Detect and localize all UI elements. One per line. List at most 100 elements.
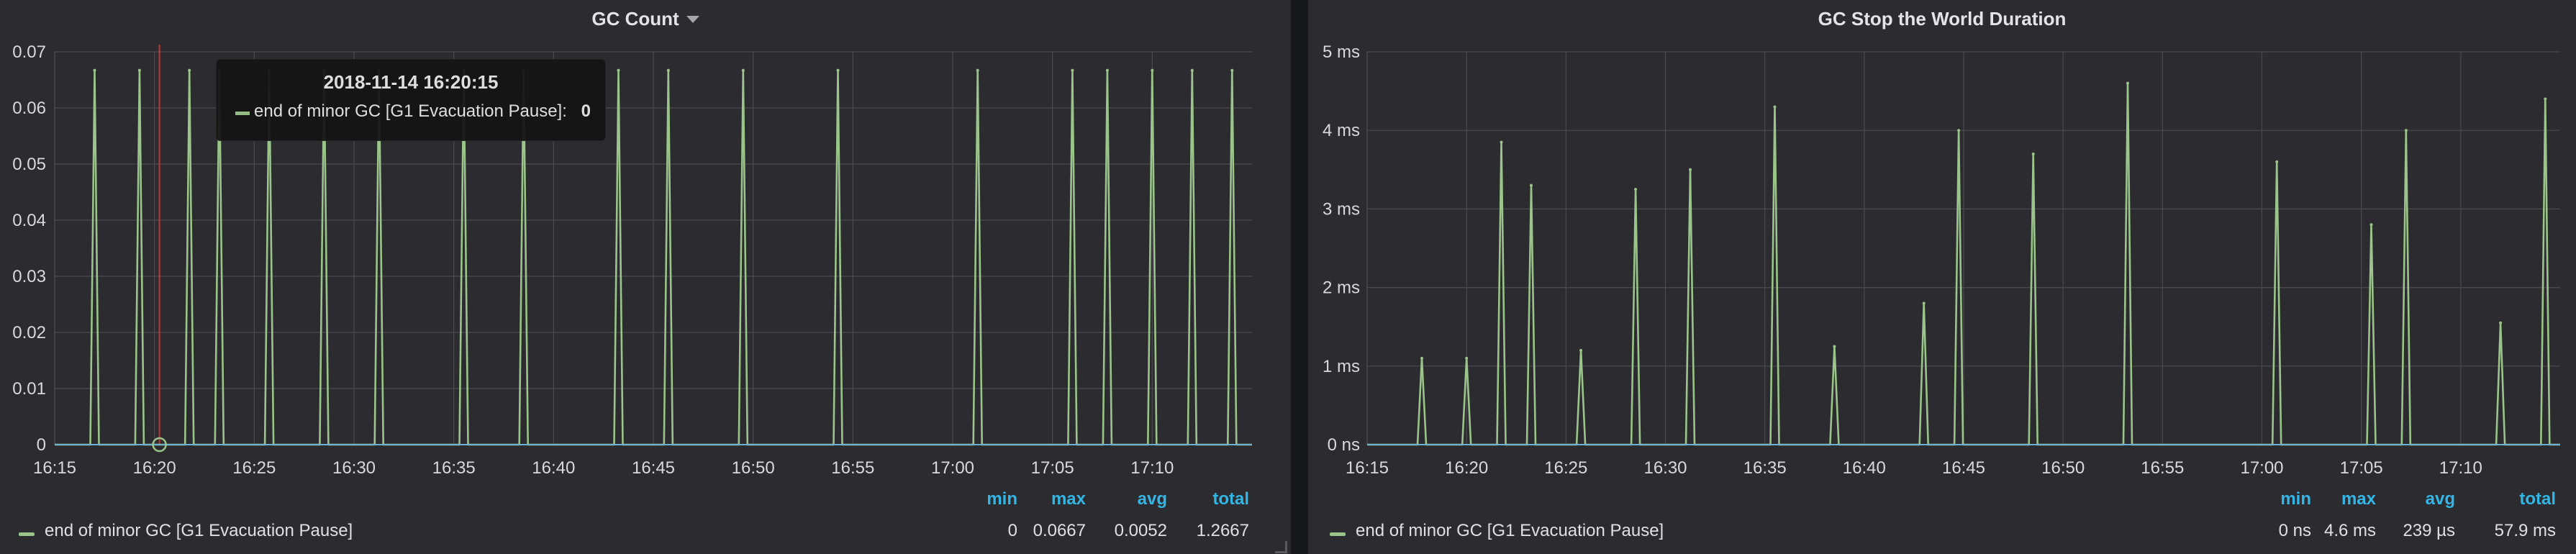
legend-max-value: 0.0667 xyxy=(1033,521,1086,540)
data-point xyxy=(1230,68,1234,72)
data-point xyxy=(2499,321,2503,324)
gc-stw-duration-panel: GC Stop the World Duration 0 ns 1 ms 2 ms 3… xyxy=(1308,0,2576,554)
gc-stw-chart[interactable]: 0 ns 1 ms 2 ms 3 ms 4 ms 5 ms 16:15 16:20 16:25 1… xyxy=(1308,0,2576,554)
legend-header-max[interactable]: max xyxy=(2341,489,2376,509)
legend-header-total[interactable]: total xyxy=(2519,489,2556,509)
y-tick-label: 0.05 xyxy=(12,155,46,174)
x-tick-label: 16:20 xyxy=(1445,458,1488,478)
legend-header-avg[interactable]: avg xyxy=(2425,489,2455,509)
data-point xyxy=(1922,301,1926,305)
x-tick-label: 16:20 xyxy=(133,458,176,478)
legend-header-total[interactable]: total xyxy=(1212,489,1249,509)
legend-series-name[interactable]: end of minor GC [G1 Evacuation Pause] xyxy=(1356,521,1664,540)
legend-row[interactable]: end of minor GC [G1 Evacuation Pause] 0 … xyxy=(1308,521,2576,542)
x-tick-label: 16:40 xyxy=(532,458,575,478)
legend-series-name[interactable]: end of minor GC [G1 Evacuation Pause] xyxy=(45,521,353,540)
gc-count-chart[interactable]: 0 0.01 0.02 0.03 0.04 0.05 0.06 0.07 16:15 16:20 1… xyxy=(0,0,1291,554)
y-tick-label: 0.01 xyxy=(12,379,46,399)
legend-row[interactable]: end of minor GC [G1 Evacuation Pause] 0 … xyxy=(0,521,1291,542)
x-tick-label: 16:45 xyxy=(632,458,675,478)
x-tick-label: 16:30 xyxy=(332,458,376,478)
chevron-down-icon[interactable] xyxy=(686,16,699,23)
x-tick-label: 16:15 xyxy=(1346,458,1389,478)
data-point xyxy=(2544,97,2547,101)
y-tick-label: 4 ms xyxy=(1323,121,1360,140)
x-tick-label: 17:00 xyxy=(2240,458,2283,478)
data-point xyxy=(1465,356,1469,360)
x-tick-label: 17:10 xyxy=(2439,458,2482,478)
legend-header-min[interactable]: min xyxy=(2280,489,2311,509)
y-tick-label: 2 ms xyxy=(1323,278,1360,298)
data-point xyxy=(617,68,620,72)
panel-resize-handle[interactable] xyxy=(1275,541,1287,553)
data-point xyxy=(1833,345,1836,348)
chart-tooltip: 2018-11-14 16:20:15 end of minor GC [G1 … xyxy=(216,59,606,141)
hover-point-marker xyxy=(152,437,167,453)
x-tick-label: 17:05 xyxy=(1031,458,1074,478)
legend-total-value: 57.9 ms xyxy=(2494,521,2556,540)
y-tick-label: 0 xyxy=(37,435,46,455)
data-point xyxy=(2031,152,2035,155)
tooltip-time: 2018-11-14 16:20:15 xyxy=(323,71,499,93)
data-point xyxy=(1957,129,1961,132)
gc-count-panel: GC Count 0 0.01 0.02 0.03 0.04 0.05 0.06 0.07 16… xyxy=(0,0,1291,554)
x-tick-label: 16:15 xyxy=(33,458,76,478)
data-point xyxy=(666,68,670,72)
y-tick-label: 0.02 xyxy=(12,323,46,342)
panel-title-gc-stw[interactable]: GC Stop the World Duration xyxy=(1308,7,2576,30)
tooltip-series-swatch xyxy=(235,112,250,115)
data-point xyxy=(976,68,979,72)
data-point xyxy=(1420,356,1423,360)
legend-header-avg[interactable]: avg xyxy=(1137,489,1167,509)
x-tick-label: 17:10 xyxy=(1130,458,1174,478)
panel-title-text: GC Count xyxy=(591,8,679,29)
y-tick-label: 1 ms xyxy=(1323,357,1360,376)
panel-title-gc-count[interactable]: GC Count xyxy=(0,7,1291,30)
legend-min-value: 0 ns xyxy=(2278,521,2311,540)
y-tick-label: 0.03 xyxy=(12,267,46,286)
x-tick-label: 16:25 xyxy=(1544,458,1587,478)
x-tick-label: 16:55 xyxy=(831,458,874,478)
tooltip-series-name: end of minor GC [G1 Evacuation Pause]: xyxy=(254,101,567,121)
legend-header-max[interactable]: max xyxy=(1051,489,1086,509)
data-point xyxy=(1773,105,1777,109)
legend-series-swatch[interactable] xyxy=(19,532,35,536)
x-tick-label: 16:45 xyxy=(1942,458,1985,478)
data-point xyxy=(1579,348,1583,352)
data-point xyxy=(2126,81,2129,85)
legend-avg-value: 0.0052 xyxy=(1114,521,1167,540)
y-tick-label: 0.07 xyxy=(12,42,46,62)
data-point xyxy=(1071,68,1074,72)
legend-max-value: 4.6 ms xyxy=(2323,521,2376,540)
x-tick-label: 16:55 xyxy=(2141,458,2184,478)
legend-header: min max avg total xyxy=(0,489,1291,511)
legend-min-value: 0 xyxy=(1007,521,1017,540)
data-point xyxy=(741,68,745,72)
data-point xyxy=(1634,188,1638,191)
y-tick-label: 5 ms xyxy=(1323,42,1360,62)
x-tick-label: 16:35 xyxy=(432,458,476,478)
tooltip-value: 0 xyxy=(581,101,591,121)
data-point xyxy=(1529,183,1533,187)
data-point xyxy=(1190,68,1194,72)
legend-series-swatch[interactable] xyxy=(1330,532,1346,536)
data-point xyxy=(2369,223,2373,227)
x-tick-label: 16:40 xyxy=(1843,458,1886,478)
y-tick-label: 0.06 xyxy=(12,99,46,118)
x-tick-label: 16:35 xyxy=(1743,458,1787,478)
data-point xyxy=(1500,140,1503,144)
data-point xyxy=(137,68,141,72)
x-tick-label: 17:00 xyxy=(931,458,974,478)
data-point xyxy=(2275,160,2279,163)
x-tick-label: 16:50 xyxy=(732,458,775,478)
data-point xyxy=(93,68,96,72)
y-tick-label: 0.04 xyxy=(12,211,46,230)
data-point xyxy=(1105,68,1109,72)
data-point xyxy=(1151,68,1154,72)
data-point xyxy=(1689,168,1692,171)
y-tick-label: 3 ms xyxy=(1323,199,1360,219)
legend-header-min[interactable]: min xyxy=(987,489,1017,509)
legend-header: min max avg total xyxy=(1308,489,2576,511)
panel-title-text: GC Stop the World Duration xyxy=(1818,8,2067,29)
